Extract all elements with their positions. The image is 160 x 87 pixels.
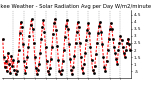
Title: Milwaukee Weather - Solar Radiation Avg per Day W/m2/minute: Milwaukee Weather - Solar Radiation Avg … (0, 4, 151, 9)
